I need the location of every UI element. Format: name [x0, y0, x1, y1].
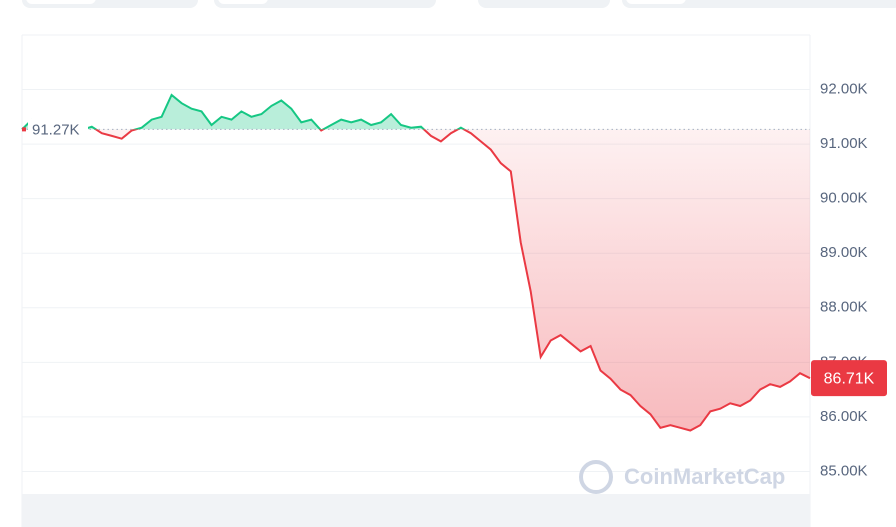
baseline-label: 91.27K — [32, 121, 80, 138]
tab-group[interactable] — [622, 0, 896, 8]
area-up — [22, 95, 810, 130]
price-line-down — [21, 129, 811, 432]
y-tick-label: 85.00K — [820, 462, 868, 479]
tab[interactable] — [626, 0, 686, 4]
top-controls — [22, 0, 896, 8]
tab[interactable] — [26, 0, 96, 4]
price-tag — [811, 360, 887, 397]
tab-group[interactable] — [478, 0, 610, 8]
area-down — [22, 129, 810, 431]
y-tick-label: 88.00K — [820, 299, 868, 316]
baseline-label-bg — [28, 118, 88, 141]
tab-group[interactable] — [214, 0, 436, 8]
watermark-text: CoinMarketCap — [624, 464, 785, 489]
y-tick-label: 86.00K — [820, 408, 868, 425]
price-line-up — [21, 93, 467, 130]
tab[interactable] — [218, 0, 268, 4]
y-tick-label: 92.00K — [820, 81, 868, 98]
y-tick-label: 89.00K — [820, 244, 868, 261]
baseline-dot — [22, 127, 26, 132]
watermark: CoinMarketCap — [579, 460, 785, 494]
y-tick-label: 90.00K — [820, 190, 868, 207]
price-tag-label: 86.71K — [824, 370, 875, 387]
y-tick-label: 91.00K — [820, 135, 868, 152]
volume-strip — [22, 494, 810, 527]
